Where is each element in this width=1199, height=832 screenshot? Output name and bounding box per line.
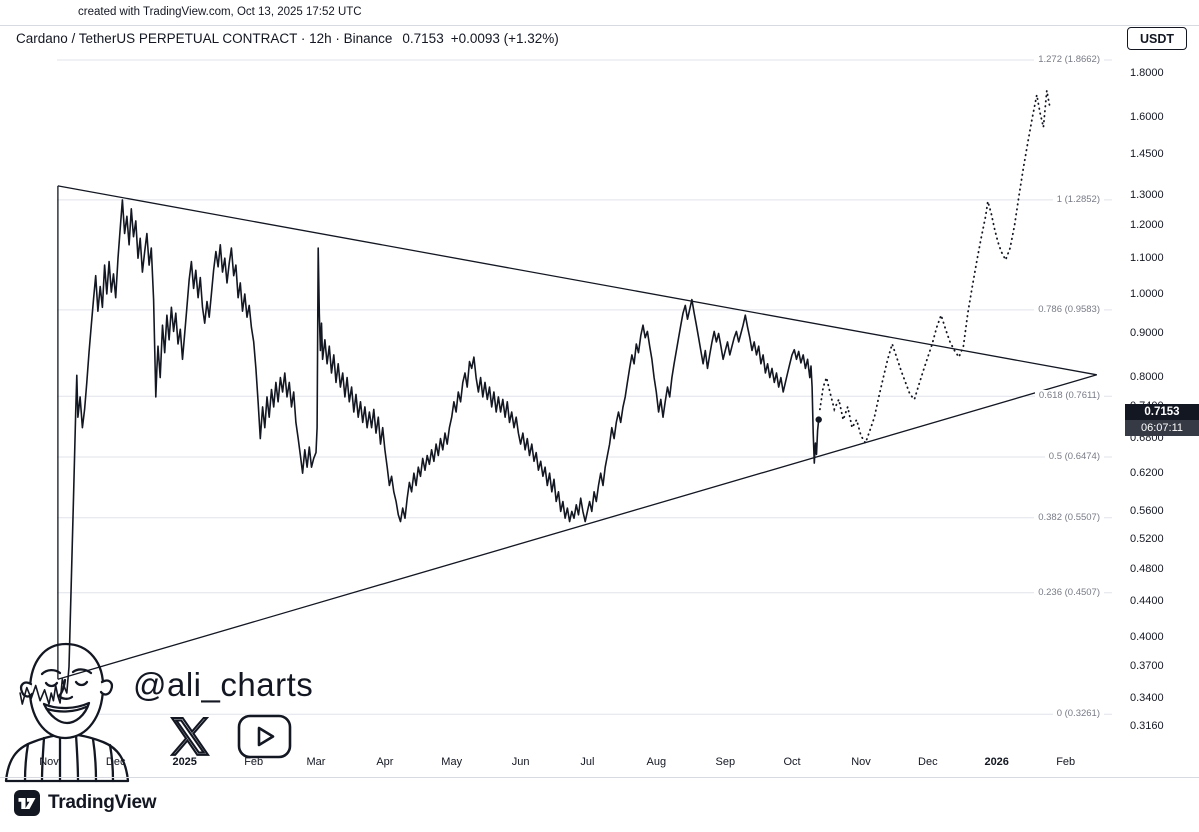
time-tick-label: 2025 [172,756,197,768]
time-tick-label: Mar [306,756,326,768]
time-tick-label: Dec [918,756,938,768]
attribution-text: created with TradingView.com, Oct 13, 20… [78,6,362,18]
fib-level-label: 0.618 (0.7611) [1034,390,1104,403]
price-tick-label: 0.3160 [1130,719,1164,732]
badge-countdown: 06:07:11 [1125,419,1199,436]
price-tick-label: 1.6000 [1130,111,1164,124]
price-change-text: +0.0093 (+1.32%) [450,31,559,46]
fib-level-label: 1.272 (1.8662) [1034,54,1104,66]
price-tick-label: 0.4000 [1130,631,1164,644]
price-tick-label: 1.1000 [1130,251,1164,264]
price-tick-label: 0.3400 [1130,692,1164,704]
youtube-icon [237,714,292,759]
tradingview-brand-link[interactable]: TradingView [14,790,157,816]
time-tick-label: Feb [244,756,264,768]
price-tick-label: 1.4500 [1130,148,1164,161]
fib-level-label: 0.786 (0.9583) [1034,303,1104,316]
price-tick-label: 1.3000 [1130,189,1164,202]
price-tick-label: 0.5200 [1130,532,1164,545]
tradingview-logo-icon [14,790,40,816]
separator-line [0,777,1199,778]
fib-level-label: 1 (1.2852) [1052,193,1104,206]
price-tick-label: 0.9000 [1130,327,1164,339]
fib-level-label: 0.382 (0.5507) [1034,511,1104,524]
symbol-title: Cardano / TetherUS PERPETUAL CONTRACT · … [16,31,393,46]
watermark-handle: @ali_charts [133,666,314,703]
last-price-text: 0.7153 [402,31,444,46]
time-tick-label: 2026 [984,756,1009,768]
currency-unit-button[interactable]: USDT [1127,27,1187,50]
badge-price: 0.7153 [1125,403,1199,420]
separator-line [0,25,1199,26]
price-tick-label: 1.2000 [1130,219,1164,232]
price-tick-label: 0.6200 [1130,466,1164,479]
price-tick-label: 0.4800 [1130,562,1164,575]
price-tick-label: 1.8000 [1130,67,1164,79]
time-tick-label: Feb [1056,756,1076,768]
price-tick-label: 0.8000 [1130,371,1164,384]
time-tick-label: Sep [715,756,736,768]
time-tick-label: Dec [105,756,126,768]
time-tick-label: Nov [851,756,871,768]
time-tick-label: Oct [783,756,801,768]
price-tick-label: 1.0000 [1130,287,1164,300]
time-tick-label: Apr [376,756,394,768]
time-tick-label: May [441,756,463,768]
x-twitter-icon [170,716,210,756]
chart-header: Cardano / TetherUS PERPETUAL CONTRACT · … [16,31,559,46]
last-price-badge: 0.7153 06:07:11 [1125,403,1199,436]
time-tick-label: Jul [580,756,595,768]
tradingview-logo-text: TradingView [48,792,157,813]
price-tick-label: 0.5600 [1130,504,1164,517]
price-tick-label: 0.4400 [1130,595,1164,608]
fib-level-label: 0.236 (0.4507) [1034,586,1104,599]
time-tick-label: Jun [511,756,530,768]
price-tick-label: 0.3700 [1130,660,1164,673]
fib-level-label: 0.5 (0.6474) [1044,451,1104,463]
fib-level-label: 0 (0.3261) [1052,708,1104,721]
time-tick-label: Aug [646,756,667,768]
time-tick-label: Nov [39,756,59,768]
